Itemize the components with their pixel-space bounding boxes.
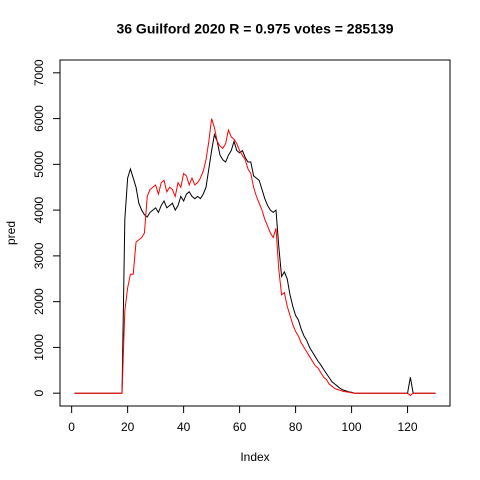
x-axis-label: Index — [240, 450, 269, 464]
y-tick-label: 2000 — [32, 288, 46, 315]
y-tick-label: 4000 — [32, 196, 46, 223]
y-tick-label: 1000 — [32, 334, 46, 361]
y-axis-label: pred — [4, 221, 18, 245]
y-tick-label: 5000 — [32, 151, 46, 178]
x-tick-label: 40 — [177, 420, 191, 434]
series-line — [74, 132, 436, 394]
x-tick-label: 20 — [121, 420, 135, 434]
chart-title: 36 Guilford 2020 R = 0.975 votes = 28513… — [116, 21, 393, 37]
y-tick-label: 6000 — [32, 105, 46, 132]
y-tick-label: 3000 — [32, 242, 46, 269]
x-tick-label: 100 — [342, 420, 362, 434]
series-line — [74, 118, 436, 397]
x-tick-label: 120 — [398, 420, 418, 434]
y-tick-label: 0 — [32, 390, 46, 397]
y-tick-label: 7000 — [32, 59, 46, 86]
x-tick-label: 60 — [233, 420, 247, 434]
plot-box — [59, 59, 451, 407]
x-tick-label: 0 — [68, 420, 75, 434]
x-tick-label: 80 — [289, 420, 303, 434]
